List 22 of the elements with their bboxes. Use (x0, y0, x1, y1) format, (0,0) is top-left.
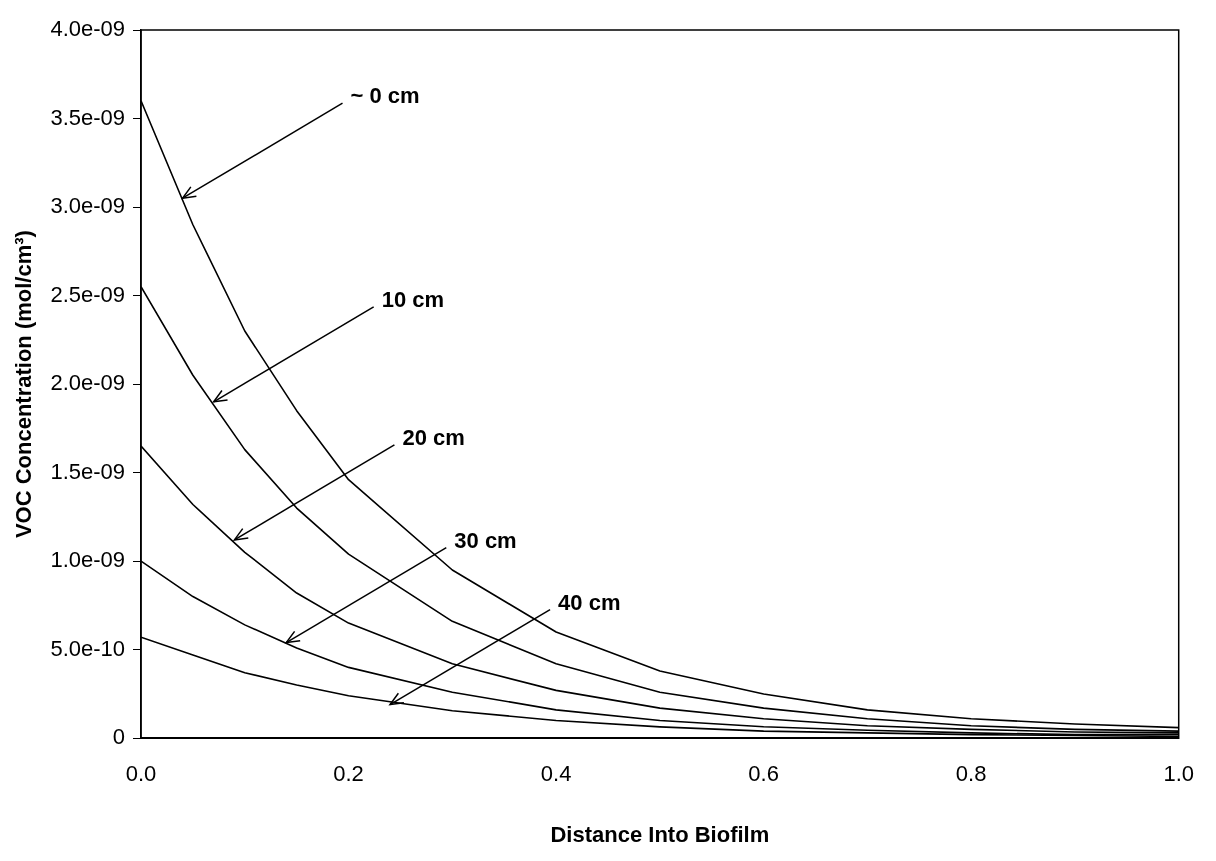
y-tick-label: 2.5e-09 (50, 281, 126, 307)
x-tick-label: 1.0 (1163, 761, 1195, 787)
x-tick-label: 0.0 (125, 761, 157, 787)
y-axis-title: VOC Concentration (mol/cm³) (11, 230, 37, 539)
y-tick-label: 1.5e-09 (50, 458, 126, 484)
y-tick-label: 0 (112, 724, 126, 750)
x-axis-title: Distance Into Biofilm (550, 821, 770, 847)
annotation: ~ 0 cm (350, 83, 420, 109)
y-tick-label: 5.0e-10 (50, 635, 126, 661)
x-tick-label: 0.4 (540, 761, 572, 787)
x-tick-label: 0.2 (333, 761, 364, 787)
x-tick-label: 0.8 (955, 761, 987, 787)
y-tick-label: 1.0e-09 (50, 547, 126, 573)
annotation: 10 cm (381, 286, 445, 312)
y-tick-label: 3.5e-09 (50, 104, 126, 130)
annotation: 30 cm (454, 527, 517, 553)
annotation: 40 cm (558, 589, 621, 615)
annotation: 20 cm (402, 424, 465, 450)
y-tick-label: 4.0e-09 (50, 16, 126, 42)
y-tick-label: 2.0e-09 (50, 370, 126, 396)
y-tick-label: 3.0e-09 (50, 193, 126, 219)
x-tick-label: 0.6 (748, 761, 779, 787)
